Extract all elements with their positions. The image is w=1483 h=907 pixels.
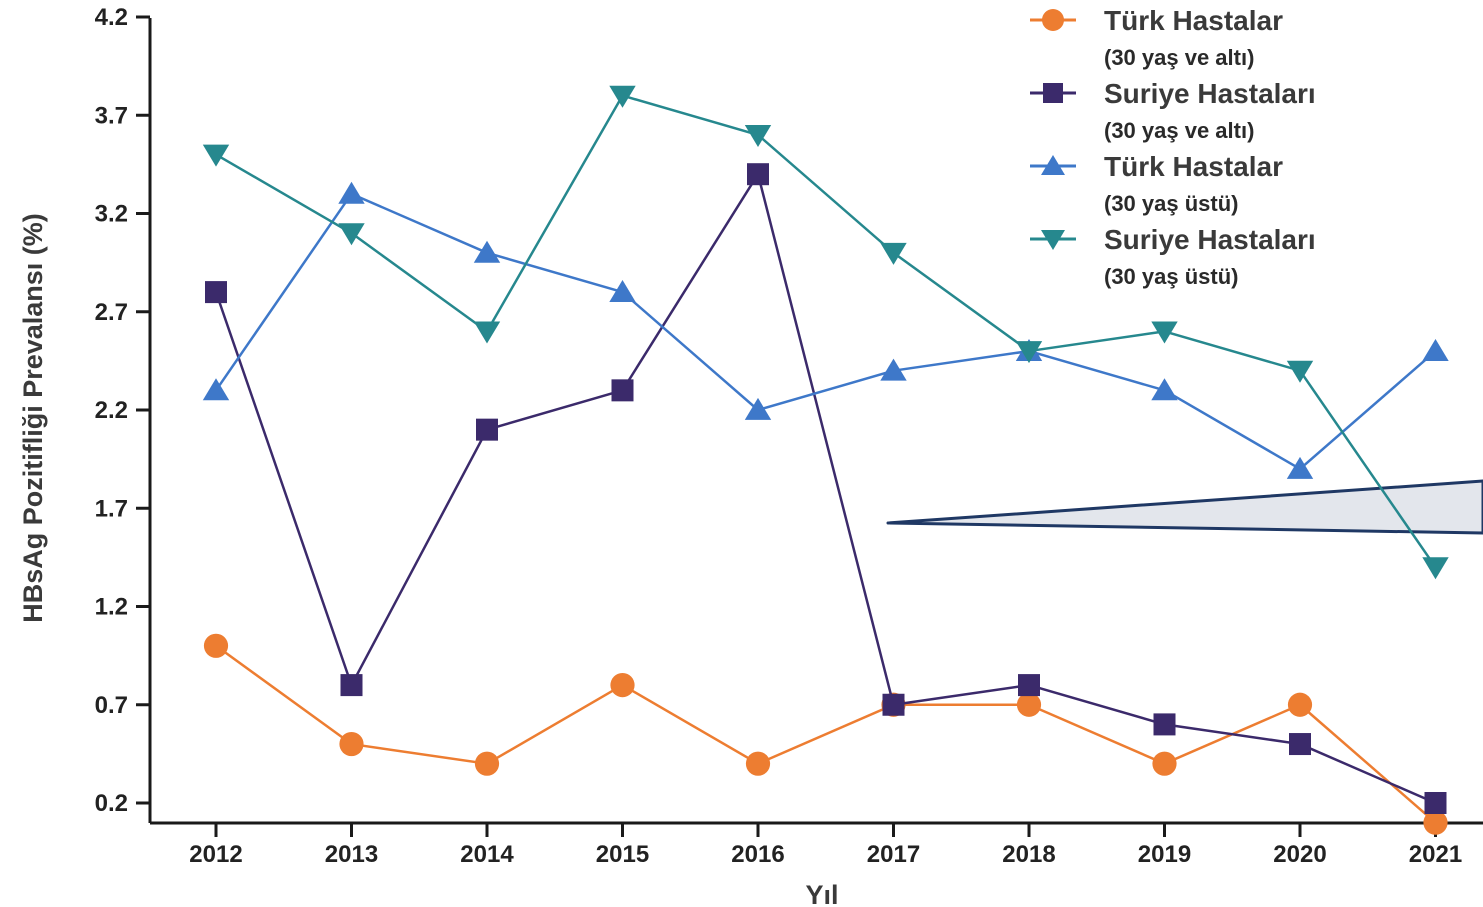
- x-tick-label: 2018: [1002, 841, 1055, 868]
- x-tick-label: 2021: [1409, 841, 1462, 868]
- data-point: [1289, 733, 1311, 756]
- x-axis-ticks: 2012 2013 2014 2015 2016 2017 2018 2019 2020 2021: [189, 823, 1462, 868]
- data-point: [1422, 338, 1449, 361]
- x-tick-label: 2019: [1138, 841, 1191, 868]
- data-point: [202, 378, 230, 401]
- series-1: [203, 633, 1448, 835]
- legend-marker: [1041, 155, 1065, 175]
- y-tick-label: 1.7: [95, 495, 128, 522]
- data-point: [339, 731, 364, 757]
- data-point: [202, 144, 230, 167]
- data-point: [1016, 692, 1042, 717]
- axes: [148, 18, 1483, 825]
- y-tick-label: 4.2: [95, 4, 128, 31]
- data-point: [1151, 378, 1178, 401]
- data-point: [474, 751, 500, 776]
- data-point: [476, 418, 498, 441]
- legend: Türk Hastalar(30 yaş ve altı)Suriye Hast…: [1030, 5, 1316, 289]
- series-line: [214, 192, 1437, 471]
- legend-sublabel: (30 yaş ve altı): [1104, 45, 1254, 70]
- x-tick-label: 2017: [867, 841, 920, 868]
- x-tick-label: 2012: [189, 841, 242, 868]
- callout-wedge: [886, 479, 1483, 535]
- data-point: [744, 397, 772, 420]
- legend-label: Suriye Hastaları: [1104, 224, 1316, 255]
- data-point: [473, 240, 501, 263]
- legend-item: Suriye Hastaları (30 yaş ve altı): [1030, 78, 1316, 143]
- data-point: [1152, 751, 1177, 776]
- y-tick-label: 3.2: [95, 201, 128, 228]
- legend-sublabel: (30 yaş üstü): [1104, 264, 1239, 289]
- x-tick-label: 2013: [325, 841, 378, 868]
- data-point: [1423, 810, 1448, 835]
- data-point: [1015, 341, 1043, 364]
- data-point: [205, 281, 227, 304]
- data-point: [1018, 674, 1040, 697]
- data-point: [609, 280, 636, 302]
- x-tick-label: 2016: [731, 841, 784, 868]
- series-line: [215, 644, 1437, 824]
- data-point: [473, 321, 501, 344]
- x-tick-label: 2020: [1273, 841, 1326, 868]
- legend-marker: [1041, 230, 1065, 250]
- data-point: [1287, 692, 1313, 717]
- data-point: [338, 181, 365, 204]
- data-point: [1286, 360, 1314, 383]
- y-tick-label: 0.7: [95, 692, 128, 719]
- legend-item: Türk Hastalar (30 yaş üstü): [1030, 151, 1283, 216]
- series-line: [214, 172, 1436, 805]
- y-axis-title: HBsAg Pozitifliği Prevalansı (%): [18, 213, 48, 623]
- series-4: [202, 85, 1449, 580]
- y-tick-label: 3.7: [95, 102, 128, 129]
- x-tick-label: 2014: [460, 841, 514, 868]
- callout-wedge-annotation: [886, 479, 1483, 535]
- legend-item: Türk Hastalar (30 yaş ve altı): [1030, 5, 1283, 70]
- data-point: [747, 163, 769, 186]
- data-point: [1422, 557, 1449, 580]
- data-point: [882, 693, 905, 716]
- series-line: [215, 94, 1437, 568]
- x-tick-label: 2015: [596, 841, 649, 868]
- data-point: [1424, 792, 1447, 814]
- data-series: [202, 85, 1449, 835]
- x-axis-title: Yıl: [805, 880, 838, 907]
- data-point: [1151, 321, 1178, 344]
- legend-item: Suriye Hastaları (30 yaş üstü): [1030, 224, 1316, 289]
- legend-label: Suriye Hastaları: [1104, 78, 1316, 109]
- data-point: [1286, 456, 1314, 479]
- data-point: [880, 242, 907, 265]
- data-point: [745, 751, 771, 776]
- y-tick-label: 2.2: [95, 397, 128, 424]
- y-tick-label: 0.2: [95, 790, 128, 817]
- legend-marker: [1042, 9, 1064, 31]
- data-point: [611, 379, 634, 402]
- y-tick-label: 2.7: [95, 299, 128, 326]
- data-point: [340, 674, 363, 697]
- legend-label: Türk Hastalar: [1104, 5, 1283, 36]
- data-point: [880, 358, 907, 381]
- data-point: [610, 673, 635, 698]
- data-point: [1153, 713, 1176, 736]
- y-axis-ticks: 0.2 0.7 1.2 1.7 2.2 2.7 3.2 3.7 4.2: [95, 4, 150, 817]
- legend-sublabel: (30 yaş ve altı): [1104, 118, 1254, 143]
- legend-label: Türk Hastalar: [1104, 151, 1283, 182]
- y-tick-label: 1.2: [95, 594, 128, 621]
- series-2: [205, 163, 1447, 814]
- legend-marker: [1043, 83, 1063, 103]
- data-point: [203, 633, 229, 658]
- data-point: [744, 125, 772, 147]
- data-point: [338, 223, 365, 246]
- data-point: [609, 85, 636, 108]
- legend-sublabel: (30 yaş üstü): [1104, 191, 1239, 216]
